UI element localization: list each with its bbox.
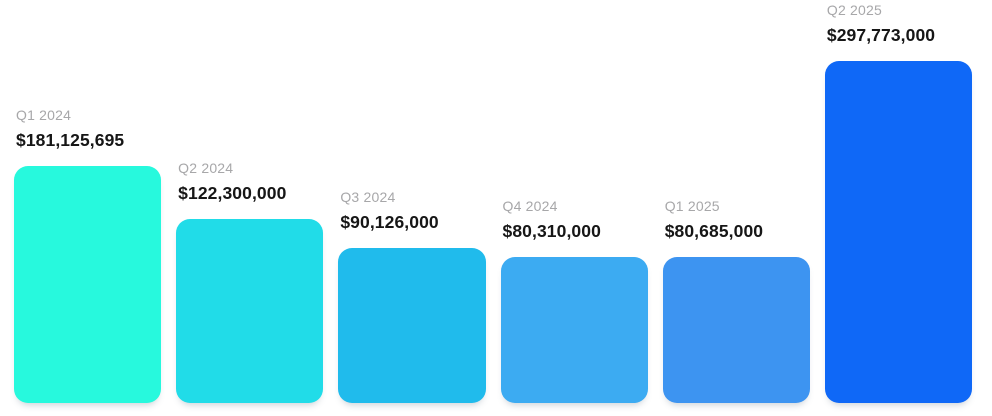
bar-quarter-label: Q3 2024 — [340, 189, 396, 205]
bar-quarter-label: Q1 2025 — [664, 198, 720, 214]
bar-quarter-label: Q2 2024 — [178, 160, 234, 176]
bar-value-label: $297,773,000 — [826, 25, 936, 45]
bar-labels: Q4 2024 $80,310,000 — [501, 198, 648, 242]
bar-q2-2024[interactable] — [176, 219, 324, 403]
bar-q4-2024[interactable] — [500, 257, 648, 403]
bar-q2-2025[interactable] — [824, 61, 973, 403]
bar-column: Q2 2024 $122,300,000 — [176, 160, 324, 403]
bar-column: Q1 2025 $80,685,000 — [662, 198, 810, 403]
bar-column: Q3 2024 $90,126,000 — [338, 189, 486, 403]
bar-labels: Q3 2024 $90,126,000 — [338, 189, 485, 233]
bar-value-label: $80,685,000 — [664, 221, 764, 241]
bar-quarter-label: Q2 2025 — [826, 2, 882, 18]
bar-value-label: $122,300,000 — [178, 183, 287, 203]
bar-q1-2025[interactable] — [662, 257, 810, 403]
bar-labels: Q1 2024 $181,125,695 — [14, 107, 161, 151]
bar-labels: Q1 2025 $80,685,000 — [663, 198, 810, 242]
bar-quarter-label: Q4 2024 — [502, 198, 558, 214]
bar-column: Q2 2025 $297,773,000 — [824, 2, 973, 403]
bar-value-label: $181,125,695 — [16, 130, 125, 150]
bar-q1-2024[interactable] — [14, 166, 162, 403]
bar-column: Q1 2024 $181,125,695 — [14, 107, 162, 403]
bar-value-label: $80,310,000 — [502, 221, 601, 241]
bar-labels: Q2 2024 $122,300,000 — [176, 160, 323, 204]
bar-labels: Q2 2025 $297,773,000 — [825, 2, 972, 46]
bar-q3-2024[interactable] — [338, 248, 486, 403]
bar-quarter-label: Q1 2024 — [16, 107, 72, 123]
bar-column: Q4 2024 $80,310,000 — [500, 198, 648, 403]
bar-value-label: $90,126,000 — [340, 212, 439, 232]
